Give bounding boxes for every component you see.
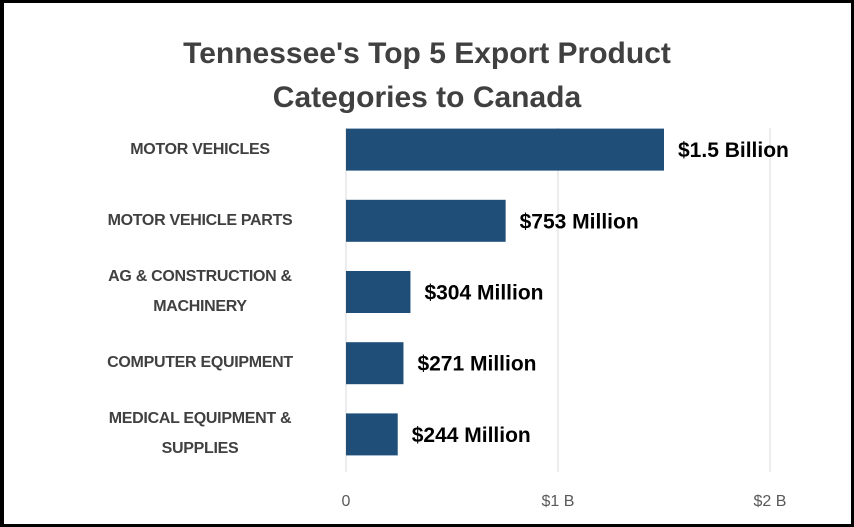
bar <box>346 342 404 385</box>
category-label: AG & CONSTRUCTION & MACHINERY <box>108 268 292 315</box>
bar <box>346 128 664 171</box>
category-label: COMPUTER EQUIPMENT <box>107 354 293 372</box>
chart-title: Tennessee's Top 5 Export Product Categor… <box>183 37 671 114</box>
value-label: $304 Million <box>424 282 543 305</box>
category-label: MOTOR VEHICLES <box>130 140 270 158</box>
x-tick-label: $1 B <box>542 493 575 510</box>
bar <box>346 199 506 242</box>
x-tick-label: $2 B <box>754 493 787 510</box>
x-tick-label: 0 <box>342 493 351 510</box>
value-label: $271 Million <box>417 353 536 376</box>
value-label: $244 Million <box>412 424 531 447</box>
bar <box>346 413 398 456</box>
category-label: MEDICAL EQUIPMENT & SUPPLIES <box>108 410 292 458</box>
category-label: MOTOR VEHICLE PARTS <box>107 211 293 229</box>
value-label: $753 Million <box>520 210 639 233</box>
value-label: $1.5 Billion <box>678 139 789 162</box>
bar <box>346 271 411 313</box>
